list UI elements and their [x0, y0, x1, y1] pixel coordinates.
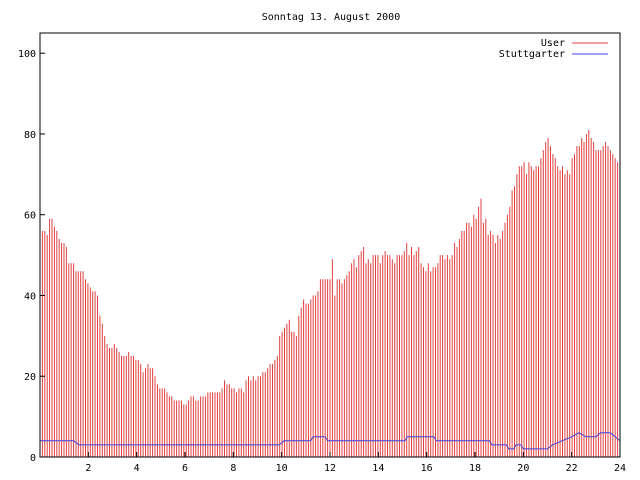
x-tick-label: 8: [230, 463, 236, 474]
stuttgarter-series-line: [40, 432, 621, 450]
x-tick-label: 10: [276, 463, 288, 474]
x-tick-label: 2: [85, 463, 91, 474]
x-tick-label: 12: [324, 463, 336, 474]
x-tick-label: 24: [614, 463, 626, 474]
x-tick-label: 14: [372, 463, 384, 474]
y-axis: 0 20 40 60 80 100: [18, 49, 45, 464]
user-series-bars: [39, 129, 621, 457]
chart-title: Sonntag 13. August 2000: [262, 12, 400, 23]
legend: User Stuttgarter: [499, 38, 608, 60]
legend-label-user: User: [541, 38, 565, 49]
y-tick-label: 0: [30, 453, 36, 464]
x-tick-label: 18: [469, 463, 481, 474]
y-tick-label: 60: [24, 211, 36, 222]
y-tick-label: 40: [24, 291, 36, 302]
legend-label-stuttgarter: Stuttgarter: [499, 49, 565, 60]
x-tick-label: 6: [182, 463, 188, 474]
x-axis: 2 4 6 8 10 12 14 16 18 20 22 24: [85, 452, 626, 474]
y-tick-label: 80: [24, 130, 36, 141]
y-tick-label: 20: [24, 372, 36, 383]
x-tick-label: 4: [134, 463, 140, 474]
x-tick-label: 22: [566, 463, 578, 474]
x-tick-label: 20: [517, 463, 529, 474]
y-tick-label: 100: [18, 49, 36, 60]
x-tick-label: 16: [421, 463, 433, 474]
